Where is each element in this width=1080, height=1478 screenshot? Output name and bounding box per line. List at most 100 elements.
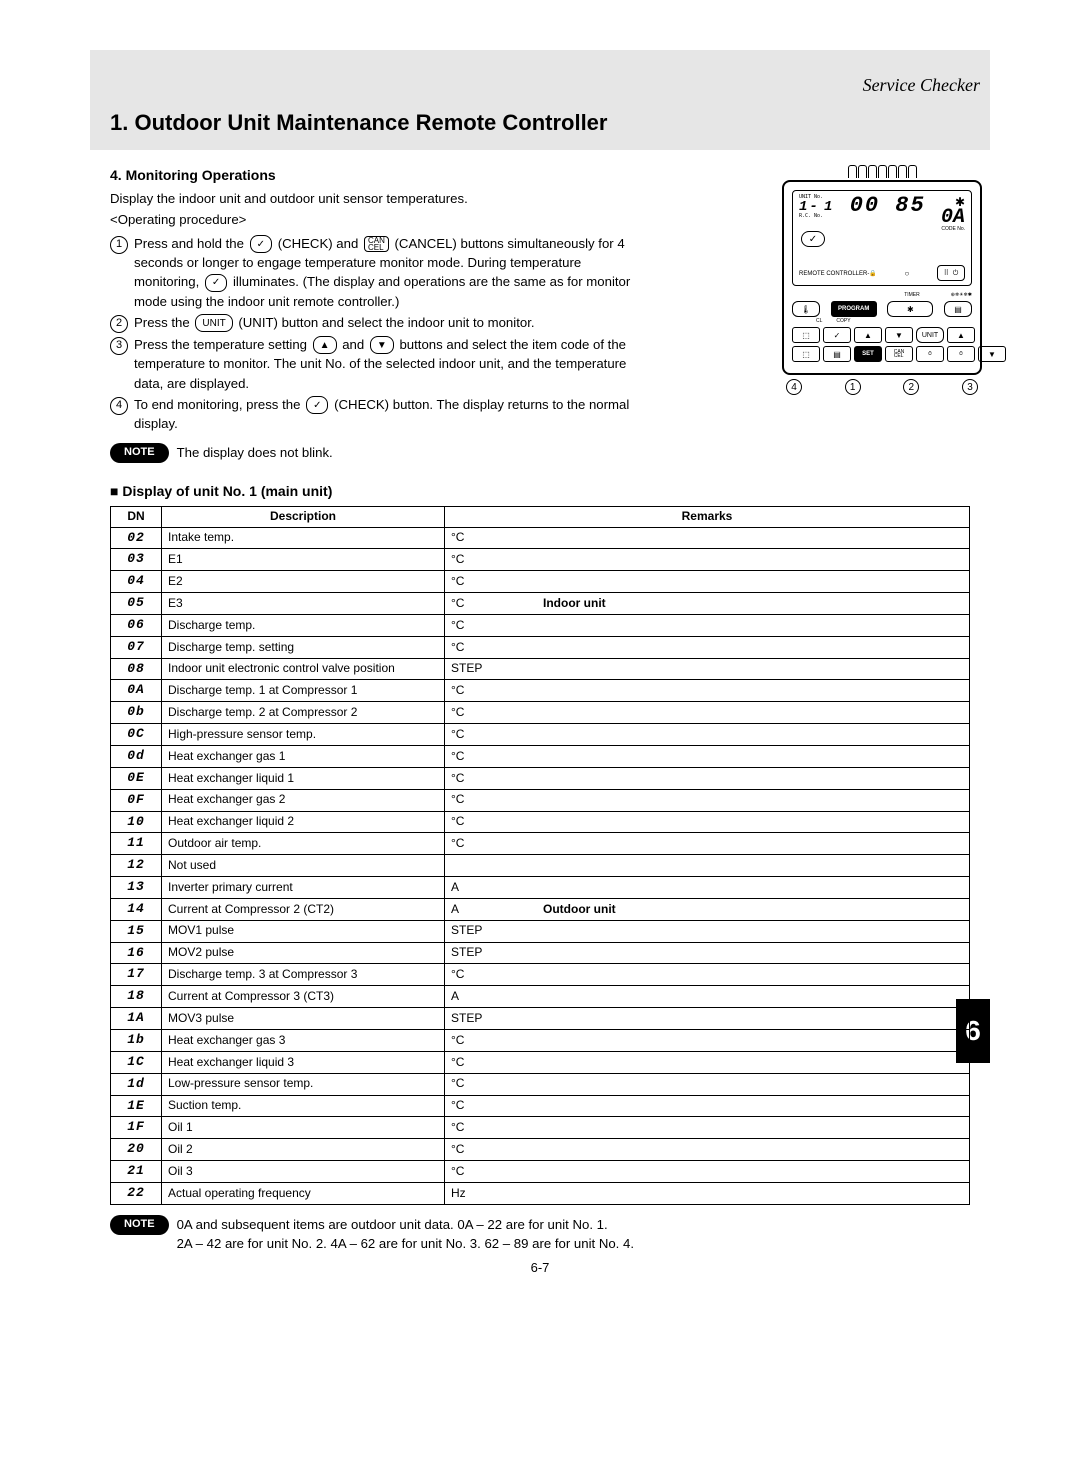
cell-remark bbox=[537, 680, 970, 702]
table-row: 10Heat exchanger liquid 2°C bbox=[111, 811, 970, 833]
cell-dn: 18 bbox=[111, 986, 162, 1008]
table-row: 06Discharge temp.°C bbox=[111, 614, 970, 636]
cell-unit: °C bbox=[445, 527, 538, 549]
table-row: 13Inverter primary currentA bbox=[111, 877, 970, 899]
time-down-button[interactable]: ▼ bbox=[978, 346, 1006, 362]
cell-unit: °C bbox=[445, 549, 538, 571]
cell-desc: Low-pressure sensor temp. bbox=[162, 1073, 445, 1095]
cell-unit: STEP bbox=[445, 658, 538, 680]
cell-remark bbox=[537, 920, 970, 942]
th-dn: DN bbox=[111, 506, 162, 527]
cell-dn: 04 bbox=[111, 571, 162, 593]
note-text-2b: 2A – 42 are for unit No. 2. 4A – 62 are … bbox=[177, 1234, 970, 1253]
step-number: 1 bbox=[110, 236, 128, 254]
cell-desc: E1 bbox=[162, 549, 445, 571]
cell-remark bbox=[537, 636, 970, 658]
cell-unit: °C bbox=[445, 680, 538, 702]
cell-unit: °C bbox=[445, 767, 538, 789]
key-icon: ▲ bbox=[313, 336, 337, 354]
cell-desc: Actual operating frequency bbox=[162, 1182, 445, 1204]
running-head: Service Checker bbox=[863, 75, 980, 96]
cell-remark bbox=[537, 1051, 970, 1073]
table-row: 07Discharge temp. setting°C bbox=[111, 636, 970, 658]
cell-remark bbox=[537, 833, 970, 855]
step: 4To end monitoring, press the ✓ (CHECK) … bbox=[110, 395, 650, 434]
cell-dn: 17 bbox=[111, 964, 162, 986]
table-row: 1CHeat exchanger liquid 3°C bbox=[111, 1051, 970, 1073]
table-row: 20Oil 2°C bbox=[111, 1139, 970, 1161]
cell-desc: Oil 3 bbox=[162, 1161, 445, 1183]
cell-remark: Outdoor unit bbox=[537, 898, 970, 920]
cell-unit: Hz bbox=[445, 1182, 538, 1204]
table-row: 0CHigh-pressure sensor temp.°C bbox=[111, 724, 970, 746]
cell-unit: °C bbox=[445, 1051, 538, 1073]
cell-dn: 0A bbox=[111, 680, 162, 702]
cell-unit: °C bbox=[445, 1139, 538, 1161]
cell-dn: 1A bbox=[111, 1008, 162, 1030]
page-title: 1. Outdoor Unit Maintenance Remote Contr… bbox=[110, 110, 607, 136]
step-text: Press the temperature setting ▲ and ▼ bu… bbox=[134, 335, 650, 393]
cell-desc: Current at Compressor 2 (CT2) bbox=[162, 898, 445, 920]
cell-unit: A bbox=[445, 986, 538, 1008]
cell-desc: Current at Compressor 3 (CT3) bbox=[162, 986, 445, 1008]
cell-desc: Discharge temp. bbox=[162, 614, 445, 636]
key-icon: ✓ bbox=[205, 274, 227, 292]
table-row: 0FHeat exchanger gas 2°C bbox=[111, 789, 970, 811]
note-badge-1: NOTE bbox=[110, 443, 169, 463]
step-number: 3 bbox=[110, 337, 128, 355]
cell-desc: Suction temp. bbox=[162, 1095, 445, 1117]
table-row: 22Actual operating frequencyHz bbox=[111, 1182, 970, 1204]
key-icon: CAN CEL bbox=[364, 236, 389, 252]
cell-desc: Heat exchanger liquid 1 bbox=[162, 767, 445, 789]
table-row: 0EHeat exchanger liquid 1°C bbox=[111, 767, 970, 789]
key-icon: ▼ bbox=[370, 336, 394, 354]
dn-table: DN Description Remarks 02Intake temp.°C0… bbox=[110, 506, 970, 1205]
cell-desc: Discharge temp. 1 at Compressor 1 bbox=[162, 680, 445, 702]
table-row: 1bHeat exchanger gas 3°C bbox=[111, 1029, 970, 1051]
step-text: Press the UNIT (UNIT) button and select … bbox=[134, 313, 650, 333]
cell-unit bbox=[445, 855, 538, 877]
table-row: 1ESuction temp.°C bbox=[111, 1095, 970, 1117]
step-text: To end monitoring, press the ✓ (CHECK) b… bbox=[134, 395, 650, 434]
cell-desc: Intake temp. bbox=[162, 527, 445, 549]
cell-desc: Discharge temp. setting bbox=[162, 636, 445, 658]
cell-remark bbox=[537, 1073, 970, 1095]
cell-remark bbox=[537, 855, 970, 877]
cell-dn: 1d bbox=[111, 1073, 162, 1095]
cell-unit: STEP bbox=[445, 942, 538, 964]
cell-unit: °C bbox=[445, 702, 538, 724]
th-rem: Remarks bbox=[445, 506, 970, 527]
cell-unit: °C bbox=[445, 746, 538, 768]
cell-desc: Heat exchanger liquid 3 bbox=[162, 1051, 445, 1073]
cell-dn: 03 bbox=[111, 549, 162, 571]
cell-dn: 20 bbox=[111, 1139, 162, 1161]
cell-unit: °C bbox=[445, 593, 538, 615]
cell-desc: E3 bbox=[162, 593, 445, 615]
cell-remark bbox=[537, 964, 970, 986]
step: 1 Press and hold the ✓ (CHECK) and CAN CE… bbox=[110, 234, 650, 311]
table-row: 08Indoor unit electronic control valve p… bbox=[111, 658, 970, 680]
cell-unit: °C bbox=[445, 724, 538, 746]
cell-unit: STEP bbox=[445, 920, 538, 942]
cell-desc: MOV3 pulse bbox=[162, 1008, 445, 1030]
note-text-1: The display does not blink. bbox=[177, 443, 970, 462]
cell-remark bbox=[537, 767, 970, 789]
cell-remark bbox=[537, 1095, 970, 1117]
cell-unit: A bbox=[445, 898, 538, 920]
steps-list: 1 Press and hold the ✓ (CHECK) and CAN CE… bbox=[110, 234, 650, 434]
cell-unit: °C bbox=[445, 964, 538, 986]
cell-desc: Oil 2 bbox=[162, 1139, 445, 1161]
cell-unit: °C bbox=[445, 614, 538, 636]
cell-desc: Heat exchanger gas 3 bbox=[162, 1029, 445, 1051]
table-row: 02Intake temp.°C bbox=[111, 527, 970, 549]
cell-unit: °C bbox=[445, 571, 538, 593]
note-text-2a: 0A and subsequent items are outdoor unit… bbox=[177, 1215, 970, 1234]
note-badge-2: NOTE bbox=[110, 1215, 169, 1235]
key-icon: UNIT bbox=[195, 314, 232, 332]
cell-remark bbox=[537, 658, 970, 680]
step-text: Press and hold the ✓ (CHECK) and CAN CEL… bbox=[134, 234, 650, 311]
cell-dn: 07 bbox=[111, 636, 162, 658]
table-row: 1FOil 1°C bbox=[111, 1117, 970, 1139]
key-icon: ✓ bbox=[306, 396, 328, 414]
table-row: 0bDischarge temp. 2 at Compressor 2°C bbox=[111, 702, 970, 724]
